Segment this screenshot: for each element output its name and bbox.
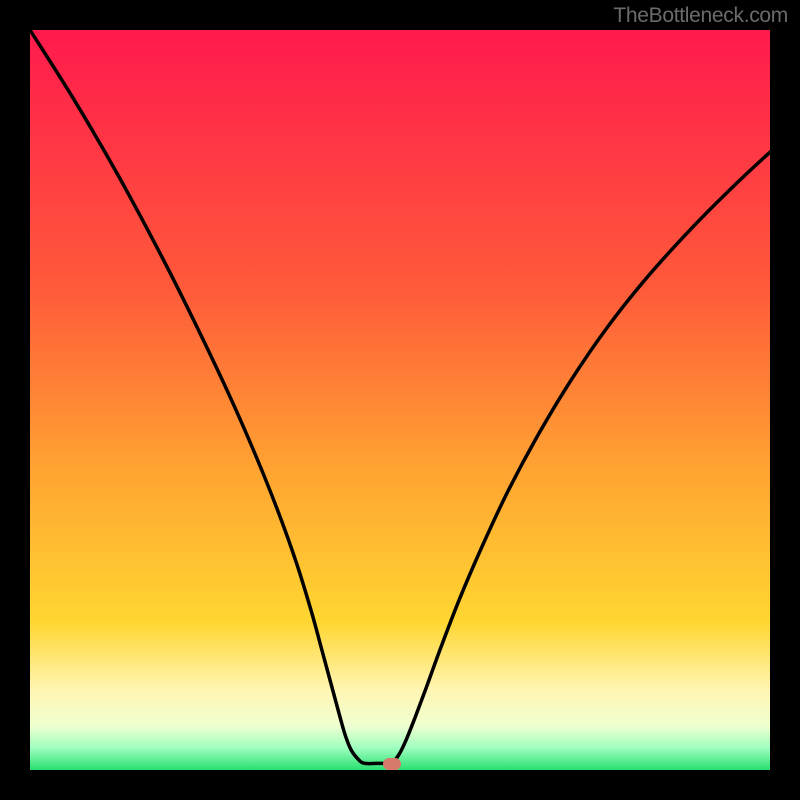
watermark-text: TheBottleneck.com bbox=[613, 4, 788, 28]
curve-svg bbox=[30, 30, 770, 770]
optimal-point-marker bbox=[383, 758, 401, 770]
chart-plot-area bbox=[30, 30, 770, 770]
bottleneck-curve bbox=[30, 30, 770, 764]
